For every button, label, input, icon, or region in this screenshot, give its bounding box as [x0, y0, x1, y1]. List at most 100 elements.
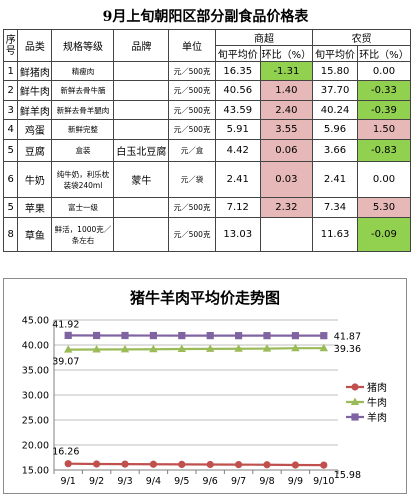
supermarket-change-cell: 2.40 — [259, 100, 314, 120]
seq-cell: 6 — [2, 161, 19, 198]
market-price-cell: 2.41 — [312, 161, 358, 198]
market-change-cell: 0.00 — [356, 161, 411, 198]
spec-cell: 富士一级 — [51, 197, 115, 218]
supermarket-price-cell: 16.35 — [214, 61, 261, 81]
table-row: 6 牛奶 纯牛奶，利乐枕装袋240ml 蒙牛 元／袋 2.41 0.03 2.41 0.00 — [2, 161, 411, 198]
brand-cell — [113, 61, 170, 81]
market-price-cell: 11.63 — [312, 217, 358, 252]
table-row: 3 鲜羊肉 新鲜去骨羊腿肉 元／500克 43.59 2.40 40.24 -0.39 — [2, 100, 411, 120]
data-point — [263, 332, 271, 340]
market-price-cell: 40.24 — [312, 100, 358, 120]
seq-cell: 5 — [2, 197, 19, 218]
x-tick-label: 9/6 — [203, 476, 218, 487]
supermarket-price-cell: 4.42 — [214, 139, 261, 162]
x-tick-label: 9/9 — [288, 476, 303, 487]
category-cell: 鲜牛肉 — [17, 80, 53, 101]
legend-marker — [351, 413, 359, 421]
spec-cell: 新鲜去骨牛腩 — [51, 80, 115, 101]
legend-label: 牛肉 — [367, 396, 387, 409]
legend-marker — [351, 383, 359, 391]
unit-cell: 元／500克 — [168, 80, 216, 101]
data-point — [178, 460, 186, 468]
supermarket-change-cell: 2.32 — [259, 197, 314, 218]
data-point — [206, 344, 215, 352]
header-m-avg-price: 旬平均价 — [312, 45, 358, 62]
legend-label: 羊肉 — [367, 411, 387, 424]
supermarket-price-cell: 13.03 — [214, 217, 261, 252]
series-line-1 — [68, 347, 324, 351]
data-point — [263, 461, 271, 469]
supermarket-price-cell: 40.56 — [214, 80, 261, 101]
chart-container: 猪牛羊肉平均价走势图 15.00 20.00 25.00 30.00 35.00 40.00… — [3, 278, 407, 494]
data-label: 16.26 — [52, 447, 79, 458]
chart-title: 猪牛羊肉平均价走势图 — [129, 289, 280, 307]
brand-cell — [113, 119, 170, 140]
header-s-change: 环比（%） — [259, 45, 314, 62]
data-point — [291, 461, 299, 469]
data-point — [121, 460, 129, 468]
data-point — [235, 332, 243, 340]
data-point — [178, 332, 186, 340]
header-spec: 规格等级 — [51, 29, 115, 62]
supermarket-change-cell: -1.31 — [259, 61, 314, 81]
supermarket-change-cell: 1.40 — [259, 80, 314, 101]
price-table: 序号 品类 规格等级 品牌 单位 商超 农贸 旬平均价 环比（%） 旬平均价 环… — [2, 29, 411, 252]
category-cell: 苹果 — [17, 197, 53, 218]
category-cell: 豆腐 — [17, 139, 53, 162]
market-price-cell: 3.66 — [312, 139, 358, 162]
x-tick-label: 9/10 — [313, 476, 334, 487]
market-change-cell: -0.33 — [356, 80, 411, 101]
series-line-0 — [68, 462, 324, 467]
y-tick-label: 45.00 — [22, 316, 49, 327]
spec-cell: 盒装 — [51, 139, 115, 162]
data-point — [64, 331, 72, 339]
data-point — [234, 344, 243, 352]
table-row: 2 鲜牛肉 新鲜去骨牛腩 元／500克 40.56 1.40 37.70 -0.33 — [2, 80, 411, 101]
header-unit: 单位 — [168, 29, 216, 62]
y-tick-label: 35.00 — [22, 366, 49, 377]
price-trend-chart: 猪牛羊肉平均价走势图 15.00 20.00 25.00 30.00 35.00 40.00… — [22, 289, 387, 487]
spec-cell: 鲜活，1000克／条左右 — [51, 217, 115, 252]
x-tick-label: 9/2 — [89, 476, 104, 487]
brand-cell — [113, 197, 170, 218]
supermarket-change-cell — [259, 217, 314, 252]
header-m-change: 环比（%） — [356, 45, 411, 62]
data-point — [235, 461, 243, 469]
seq-cell: 2 — [2, 80, 19, 101]
data-point — [320, 332, 328, 340]
table-title: 9月上旬朝阳区部分副食品价格表 — [102, 9, 309, 25]
table-row: 5 豆腐 盒装 白玉北豆腐 元／盒 4.42 0.06 3.66 -0.83 — [2, 139, 411, 162]
y-tick-label: 30.00 — [22, 391, 49, 402]
data-point — [149, 344, 158, 353]
category-cell: 草鱼 — [17, 217, 53, 252]
market-price-cell: 7.34 — [312, 197, 358, 218]
market-change-cell: -0.83 — [356, 139, 411, 162]
market-change-cell: -0.39 — [356, 100, 411, 120]
header-s-avg-price: 旬平均价 — [214, 45, 261, 62]
data-point — [206, 460, 214, 469]
category-cell: 牛奶 — [17, 161, 53, 198]
data-point — [177, 344, 186, 352]
data-point — [121, 331, 129, 340]
brand-cell: 白玉北豆腐 — [113, 139, 170, 162]
header-market: 农贸 — [312, 29, 411, 46]
x-tick-label: 9/4 — [146, 476, 161, 487]
brand-cell: 蒙牛 — [113, 161, 170, 198]
supermarket-price-cell: 7.12 — [214, 197, 261, 218]
data-point — [291, 343, 300, 352]
seq-cell: 4 — [2, 119, 19, 140]
y-tick-label: 25.00 — [22, 416, 49, 427]
supermarket-price-cell: 2.41 — [214, 161, 261, 198]
table-row: 5 苹果 富士一级 元／500克 7.12 2.32 7.34 5.30 — [2, 197, 411, 218]
data-label: 41.87 — [334, 332, 361, 343]
market-change-cell: 0.00 — [356, 61, 411, 81]
y-tick-label: 20.00 — [22, 441, 49, 452]
supermarket-change-cell: 3.55 — [259, 119, 314, 140]
spec-cell: 纯牛奶，利乐枕装袋240ml — [51, 161, 115, 198]
seq-cell: 5 — [2, 139, 19, 162]
spec-cell: 新鲜去骨羊腿肉 — [51, 100, 115, 120]
data-point — [319, 343, 328, 352]
supermarket-change-cell: 0.06 — [259, 139, 314, 162]
data-point — [149, 331, 157, 340]
category-cell: 鲜羊肉 — [17, 100, 53, 120]
